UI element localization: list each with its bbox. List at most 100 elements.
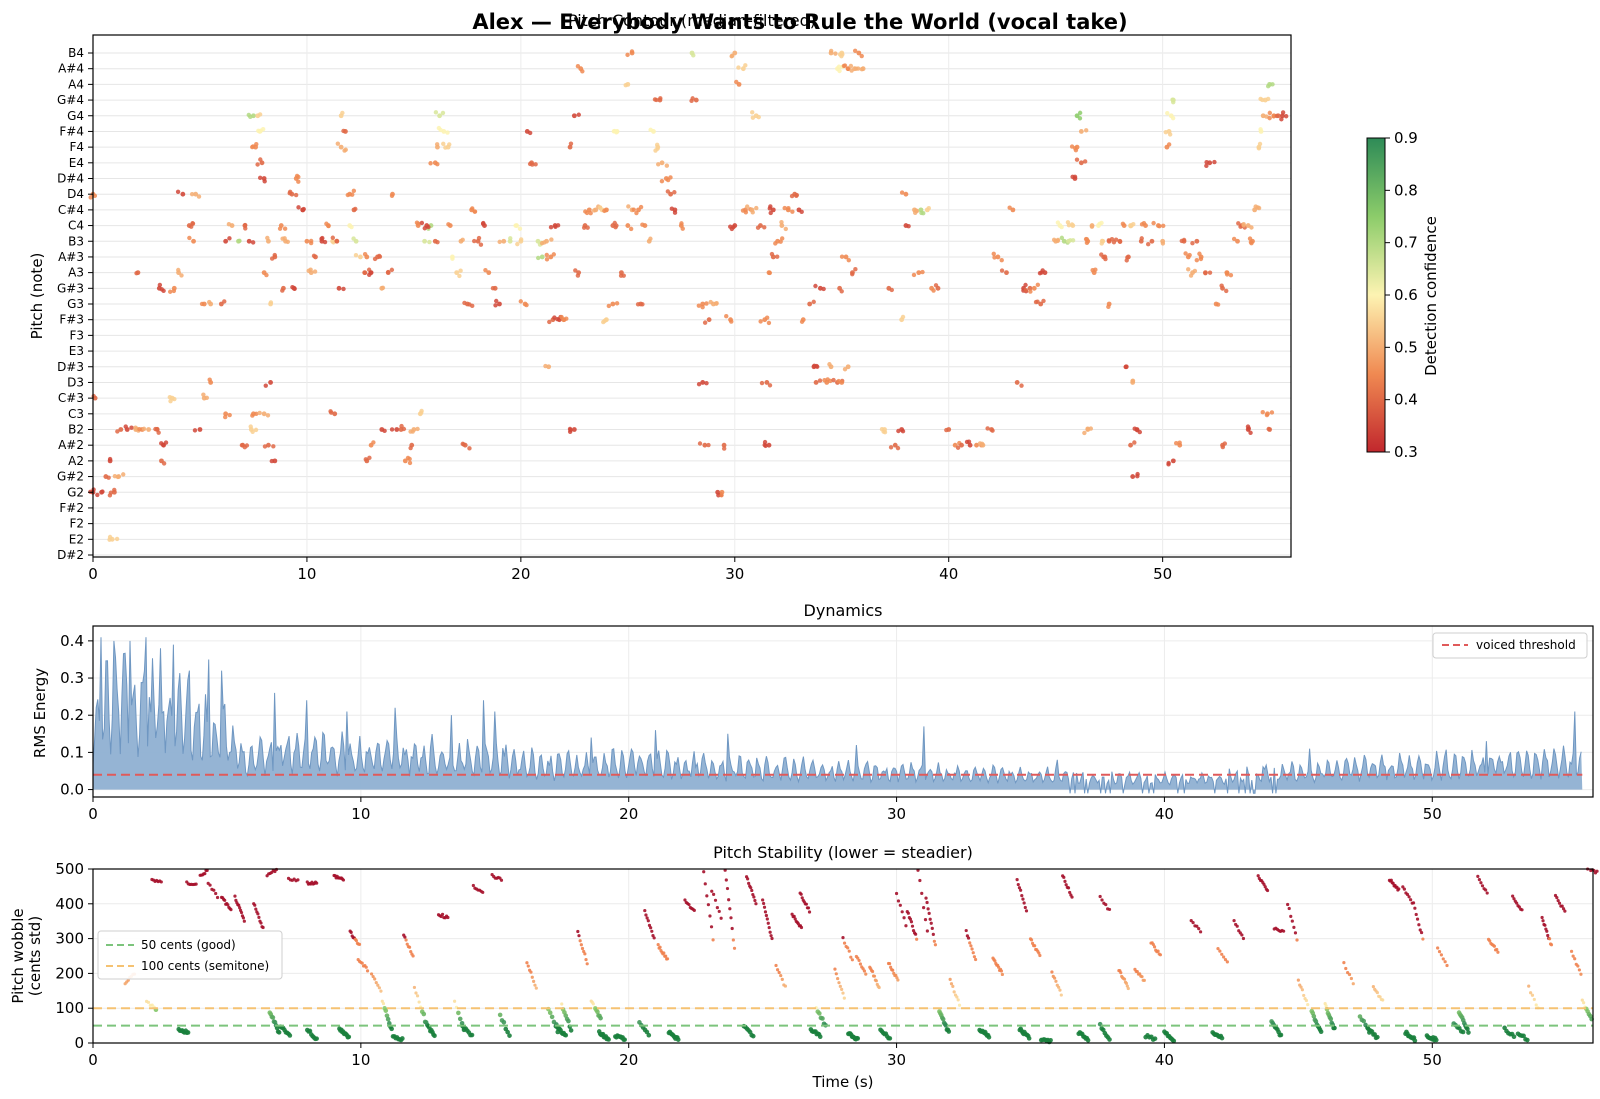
wobble-point — [1419, 930, 1424, 935]
pitch-point — [575, 273, 581, 278]
pitch-point — [668, 175, 673, 180]
pitch-point — [839, 289, 844, 294]
pitch-point — [223, 411, 229, 417]
pitch-point — [621, 273, 626, 278]
wobble-point — [817, 1034, 823, 1039]
pitch-point — [1228, 273, 1234, 278]
pitch-point — [1231, 236, 1237, 242]
pitch-point — [535, 238, 541, 244]
wobble-point — [185, 1030, 191, 1035]
stability-x-tick-label: 50 — [1423, 1051, 1442, 1069]
wobble-point — [1232, 919, 1236, 923]
wobble-point — [646, 919, 650, 923]
pitch-point — [340, 110, 345, 116]
pitch-point — [467, 446, 472, 451]
pitch-point — [1023, 282, 1028, 288]
wobble-point — [923, 917, 928, 922]
pitch-point — [573, 268, 578, 273]
pitch-point — [336, 285, 342, 291]
pitch-point — [207, 377, 212, 382]
pitch-point — [724, 314, 729, 319]
pitch-point — [1051, 237, 1057, 243]
wobble-point — [409, 950, 413, 954]
wobble-point — [1512, 897, 1516, 901]
pitch-point — [879, 426, 885, 432]
wobble-point — [650, 929, 654, 933]
pitch-point — [1194, 238, 1200, 244]
wobble-point — [270, 1015, 276, 1020]
pitch-y-tick-label: D#2 — [57, 548, 84, 562]
pitch-point — [1004, 270, 1009, 276]
pitch-point — [156, 430, 161, 435]
pitch-point — [1065, 220, 1071, 225]
wobble-point — [1235, 924, 1239, 928]
wobble-point — [563, 1032, 569, 1038]
wobble-point — [1476, 874, 1480, 878]
pitch-point — [628, 226, 634, 232]
pitch-point — [734, 79, 739, 85]
pitch-point — [762, 225, 767, 230]
wobble-point — [1381, 998, 1385, 1002]
wobble-point — [1347, 972, 1352, 977]
wobble-point — [507, 1033, 512, 1038]
wobble-point — [1582, 1001, 1586, 1005]
pitch-point — [123, 424, 128, 429]
wobble-point — [683, 898, 687, 902]
pitch-point — [944, 427, 949, 433]
wobble-point — [951, 984, 955, 988]
pitch-point — [567, 144, 573, 150]
pitch-point — [815, 364, 820, 369]
wobble-point — [1282, 929, 1286, 933]
pitch-point — [382, 428, 387, 434]
wobble-point — [1037, 951, 1041, 955]
pitch-point — [779, 223, 785, 228]
wobble-point — [360, 961, 364, 965]
wobble-point — [1125, 984, 1129, 988]
stability-x-tick-label: 10 — [351, 1051, 370, 1069]
pitch-point — [353, 206, 358, 212]
pitch-point — [106, 475, 111, 480]
pitch-point — [853, 267, 858, 272]
wobble-point — [1546, 933, 1550, 938]
wobble-point — [1122, 977, 1127, 981]
pitch-point — [419, 220, 425, 226]
pitch-point — [903, 191, 909, 197]
pitch-point — [900, 429, 906, 434]
pitch-point — [1035, 282, 1041, 288]
wobble-point — [1299, 985, 1303, 989]
dynamics-y-ticks: 0.0 0.1 0.2 0.3 0.4 — [60, 632, 93, 799]
pitch-point — [100, 489, 105, 494]
dynamics-y-tick-label: 0.2 — [60, 706, 84, 724]
pitch-point — [623, 83, 628, 88]
wobble-point — [891, 968, 895, 972]
pitch-point — [191, 238, 196, 244]
pitch-point — [319, 236, 324, 242]
wobble-point — [946, 1029, 952, 1034]
pitch-point — [1241, 221, 1246, 227]
wobble-point — [547, 1010, 553, 1016]
wobble-point — [1015, 878, 1019, 882]
wobble-point — [833, 967, 837, 971]
pitch-point — [443, 145, 448, 150]
wobble-point — [1019, 888, 1023, 892]
wobble-point — [807, 910, 812, 914]
wobble-point — [767, 925, 771, 930]
pitch-point — [1099, 252, 1104, 257]
pitch-y-tick-label: E2 — [69, 532, 84, 546]
wobble-point — [1328, 1016, 1334, 1022]
wobble-point — [952, 990, 956, 994]
wobble-point — [1265, 888, 1270, 893]
wobble-point — [1577, 968, 1581, 972]
pitch-point — [250, 240, 256, 245]
pitch-point — [1267, 110, 1273, 116]
wobble-point — [387, 1021, 392, 1026]
wobble-point — [412, 985, 417, 990]
pitch-point — [799, 319, 805, 324]
pitch-point — [227, 236, 232, 241]
wobble-point — [1573, 957, 1577, 961]
wobble-point — [379, 989, 383, 993]
pitch-point — [544, 252, 549, 258]
pitch-point — [454, 270, 460, 276]
pitch-point — [1177, 440, 1182, 445]
pitch-point — [1078, 160, 1084, 166]
